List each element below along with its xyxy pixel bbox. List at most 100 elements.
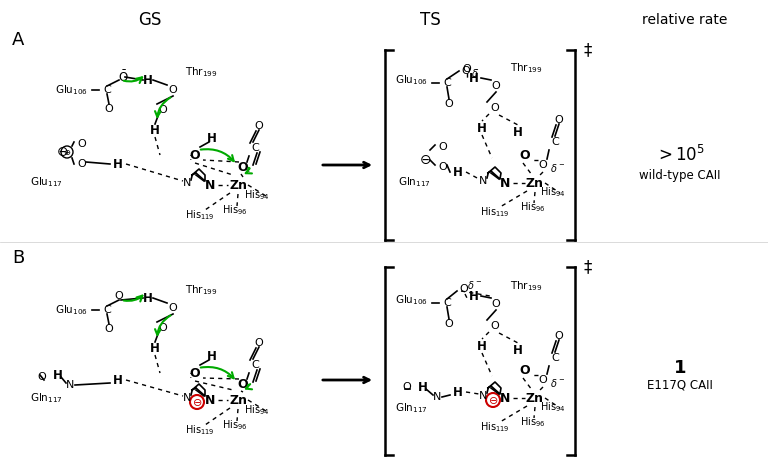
Text: His$_{94}$: His$_{94}$ [244, 188, 270, 202]
Text: wild-type CAII: wild-type CAII [639, 168, 720, 181]
Text: O: O [159, 105, 167, 115]
Text: N: N [205, 179, 215, 191]
Text: GS: GS [138, 11, 162, 29]
Text: N: N [500, 392, 510, 404]
Text: H: H [418, 381, 428, 393]
Text: H: H [453, 386, 463, 398]
Text: His$_{119}$: His$_{119}$ [185, 208, 215, 222]
Text: H: H [469, 290, 479, 302]
Text: Glu$_{106}$: Glu$_{106}$ [55, 303, 88, 317]
Text: O: O [445, 99, 453, 109]
Text: O: O [237, 377, 248, 391]
Text: $\delta^-$: $\delta^-$ [550, 162, 565, 174]
Text: O: O [104, 104, 114, 114]
Text: His$_{94}$: His$_{94}$ [244, 403, 270, 417]
Text: O: O [402, 382, 412, 392]
Text: O: O [538, 160, 548, 170]
Text: C: C [103, 85, 111, 95]
Text: H: H [143, 291, 153, 304]
Text: C: C [443, 298, 451, 308]
Text: N: N [183, 393, 191, 403]
Text: O: O [255, 338, 263, 348]
Text: O: O [538, 375, 548, 385]
Text: B: B [12, 249, 25, 267]
Text: relative rate: relative rate [642, 13, 728, 27]
Text: $\ominus$: $\ominus$ [56, 145, 68, 159]
Text: O: O [78, 159, 86, 169]
Text: H: H [150, 341, 160, 354]
Text: C: C [251, 143, 259, 153]
Text: O: O [554, 115, 564, 125]
Text: $\ominus$: $\ominus$ [419, 153, 431, 167]
Text: :: : [247, 164, 250, 174]
Text: $\mathbf{1}$: $\mathbf{1}$ [674, 359, 687, 377]
Text: O: O [520, 364, 531, 376]
Text: Glu$_{106}$: Glu$_{106}$ [395, 293, 428, 307]
Text: O: O [38, 372, 46, 382]
Text: Glu$_{106}$: Glu$_{106}$ [395, 73, 428, 87]
Text: N: N [433, 392, 441, 402]
Text: C: C [551, 353, 559, 363]
Text: H: H [477, 340, 487, 353]
Text: C: C [551, 137, 559, 147]
Text: O: O [461, 66, 470, 76]
Text: H: H [513, 125, 523, 139]
Text: N: N [478, 176, 487, 186]
Text: A: A [12, 31, 25, 49]
Text: Thr$_{199}$: Thr$_{199}$ [510, 279, 543, 293]
Text: His$_{119}$: His$_{119}$ [480, 205, 510, 219]
Text: Zn: Zn [526, 177, 544, 190]
Text: :: : [188, 152, 192, 162]
Text: H: H [513, 343, 523, 357]
Text: :: : [188, 370, 192, 380]
Text: ‡: ‡ [583, 258, 591, 276]
Text: Glu$_{117}$: Glu$_{117}$ [30, 175, 63, 189]
Text: H: H [477, 122, 487, 134]
Text: O: O [492, 81, 501, 91]
Text: H: H [207, 131, 217, 145]
Text: C: C [251, 360, 259, 370]
Text: O: O [169, 85, 177, 95]
Text: Glu$_{106}$: Glu$_{106}$ [55, 83, 88, 97]
Text: $\ominus$: $\ominus$ [192, 397, 202, 408]
Text: E117Q CAII: E117Q CAII [647, 379, 713, 392]
Text: N: N [500, 177, 510, 190]
Text: Zn: Zn [229, 393, 247, 407]
Text: His$_{94}$: His$_{94}$ [541, 400, 566, 414]
Text: $\delta^-$: $\delta^-$ [467, 279, 482, 291]
Text: :: : [247, 381, 250, 391]
Text: O: O [159, 323, 167, 333]
Text: N: N [66, 380, 74, 390]
Text: ⊕: ⊕ [64, 147, 71, 157]
Text: N: N [183, 178, 191, 188]
Text: His$_{96}$: His$_{96}$ [520, 415, 546, 429]
Text: O: O [491, 103, 499, 113]
Text: Gln$_{117}$: Gln$_{117}$ [395, 401, 428, 415]
Text: O: O [237, 161, 248, 174]
Text: O: O [445, 319, 453, 329]
Text: $\ominus$: $\ominus$ [488, 394, 498, 405]
Text: H: H [453, 166, 463, 179]
Text: Gln$_{117}$: Gln$_{117}$ [398, 175, 431, 189]
Text: -: - [475, 64, 478, 74]
Text: N: N [478, 391, 487, 401]
Text: O: O [554, 331, 564, 341]
Text: Zn: Zn [526, 392, 544, 404]
Text: O: O [190, 366, 200, 380]
Text: O: O [459, 284, 468, 294]
Text: $>$10$^5$: $>$10$^5$ [655, 145, 705, 165]
Text: $\bar{\rm O}$: $\bar{\rm O}$ [118, 69, 128, 85]
Text: C: C [103, 305, 111, 315]
Text: Gln$_{117}$: Gln$_{117}$ [30, 391, 63, 405]
Text: N: N [205, 393, 215, 407]
Text: H: H [53, 369, 63, 381]
Text: O: O [104, 324, 114, 334]
Text: O: O [439, 142, 448, 152]
Text: His$_{119}$: His$_{119}$ [480, 420, 510, 434]
Text: Thr$_{199}$: Thr$_{199}$ [510, 61, 543, 75]
Text: His$_{119}$: His$_{119}$ [185, 423, 215, 437]
Text: Thr$_{199}$: Thr$_{199}$ [185, 65, 217, 79]
Text: His$_{96}$: His$_{96}$ [222, 203, 248, 217]
Text: O: O [492, 299, 501, 309]
Text: O: O [114, 291, 124, 301]
